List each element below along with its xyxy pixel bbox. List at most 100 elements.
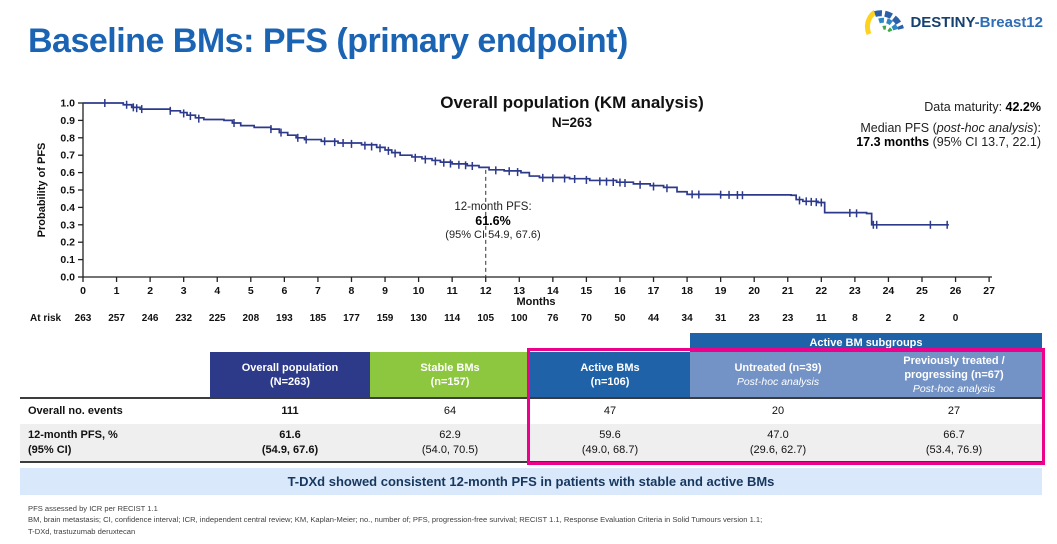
pfs-ci: (54.9, 67.6) xyxy=(261,443,319,456)
pfs-ci: (53.4, 76.9) xyxy=(925,443,983,456)
chart-title: Overall population (KM analysis) xyxy=(440,93,704,112)
svg-text:76: 76 xyxy=(547,313,559,324)
col-header-subtitle: (N=263) xyxy=(269,375,311,388)
takeaway-banner: T-DXd showed consistent 12-month PFS in … xyxy=(20,468,1042,495)
footnotes: PFS assessed by ICR per RECIST 1.1 BM, b… xyxy=(28,503,1033,537)
svg-text:26: 26 xyxy=(950,285,962,297)
svg-text:0.6: 0.6 xyxy=(60,167,75,179)
svg-text:10: 10 xyxy=(413,285,425,297)
cell-pfs-prev-treated: 66.7 (53.4, 76.9) xyxy=(866,428,1042,457)
svg-text:6: 6 xyxy=(281,285,287,297)
svg-text:114: 114 xyxy=(444,313,461,324)
svg-text:9: 9 xyxy=(382,285,388,297)
footnote-line: BM, brain metastasis; CI, confidence int… xyxy=(28,515,763,525)
twelve-month-pfs-annotation: 12-month PFS: 61.6% (95% CI 54.9, 67.6) xyxy=(408,201,578,241)
svg-text:0.1: 0.1 xyxy=(60,254,75,266)
logo-brand: DESTINY xyxy=(910,14,975,31)
svg-text:18: 18 xyxy=(681,285,693,297)
svg-text:At risk: At risk xyxy=(30,313,62,324)
svg-text:0.7: 0.7 xyxy=(60,150,75,162)
svg-text:0.9: 0.9 xyxy=(60,115,75,127)
annotation-ci: (95% CI 54.9, 67.6) xyxy=(445,229,541,241)
chart-n-label: N=263 xyxy=(551,115,593,130)
chart-title-block: Overall population (KM analysis) N=263 xyxy=(342,93,802,130)
cell-pfs-overall: 61.6 (54.9, 67.6) xyxy=(210,428,370,457)
svg-text:0.3: 0.3 xyxy=(60,219,75,231)
table-top-rule xyxy=(20,397,1042,399)
svg-text:25: 25 xyxy=(916,285,928,297)
svg-text:23: 23 xyxy=(782,313,794,324)
svg-text:Probability of PFS: Probability of PFS xyxy=(36,143,48,238)
svg-text:8: 8 xyxy=(349,285,355,297)
svg-text:17: 17 xyxy=(648,285,660,297)
svg-text:15: 15 xyxy=(581,285,593,297)
median-label-post: ): xyxy=(1033,121,1041,135)
svg-text:11: 11 xyxy=(816,313,827,324)
col-header-title: Previously treated / progressing (n=67) xyxy=(903,355,1005,381)
annotation-label: 12-month PFS: xyxy=(454,201,532,213)
data-maturity-label: Data maturity: xyxy=(924,100,1006,114)
svg-text:23: 23 xyxy=(749,313,761,324)
pfs-value: 59.6 xyxy=(599,429,621,442)
pfs-value: 62.9 xyxy=(439,429,461,442)
svg-text:34: 34 xyxy=(682,313,694,324)
svg-text:22: 22 xyxy=(815,285,827,297)
svg-text:11: 11 xyxy=(447,285,458,297)
median-value-bold: 17.3 months xyxy=(856,135,930,149)
svg-text:177: 177 xyxy=(343,313,360,324)
svg-text:0.5: 0.5 xyxy=(60,185,75,197)
col-header-active-bms: Active BMs (n=106) xyxy=(530,352,690,399)
svg-text:0.2: 0.2 xyxy=(60,237,75,249)
svg-text:1: 1 xyxy=(114,285,120,297)
svg-text:257: 257 xyxy=(108,313,125,324)
cell-pfs-active: 59.6 (49.0, 68.7) xyxy=(530,428,690,457)
svg-text:2: 2 xyxy=(919,313,925,324)
cell-pfs-untreated: 47.0 (29.6, 62.7) xyxy=(690,428,866,457)
svg-text:20: 20 xyxy=(748,285,760,297)
table-row-12mo-pfs: 12-month PFS, % (95% CI) 61.6 (54.9, 67.… xyxy=(20,424,1042,461)
row-label-line1: 12-month PFS, % xyxy=(28,429,118,442)
svg-text:185: 185 xyxy=(310,313,327,324)
svg-text:12: 12 xyxy=(480,285,492,297)
cell-events-stable: 64 xyxy=(443,405,457,418)
col-header-title: Active BMs xyxy=(580,361,640,374)
col-header-subtitle: (n=106) xyxy=(590,375,630,388)
annotation-value: 61.6% xyxy=(475,214,511,228)
pfs-ci: (29.6, 62.7) xyxy=(749,443,807,456)
cell-events-active: 47 xyxy=(603,405,617,418)
cell-events-untreated: 20 xyxy=(771,405,785,418)
svg-text:225: 225 xyxy=(209,313,226,324)
col-header-title: Stable BMs xyxy=(420,361,480,374)
pfs-ci: (49.0, 68.7) xyxy=(581,443,639,456)
svg-text:105: 105 xyxy=(477,313,494,324)
svg-text:8: 8 xyxy=(852,313,858,324)
logo-trial: -Breast12 xyxy=(974,14,1043,31)
table-bottom-rule xyxy=(20,461,1042,463)
svg-text:7: 7 xyxy=(315,285,321,297)
svg-text:50: 50 xyxy=(614,313,626,324)
svg-text:130: 130 xyxy=(410,313,427,324)
page-title: Baseline BMs: PFS (primary endpoint) xyxy=(28,22,628,60)
cell-events-prev-treated: 27 xyxy=(947,405,961,418)
svg-text:0.0: 0.0 xyxy=(60,272,75,284)
footnote-line: PFS assessed by ICR per RECIST 1.1 xyxy=(28,504,158,513)
svg-text:21: 21 xyxy=(782,285,794,297)
svg-text:31: 31 xyxy=(715,313,727,324)
logo-text: DESTINY-Breast12 xyxy=(910,14,1043,31)
svg-text:2: 2 xyxy=(147,285,153,297)
svg-text:24: 24 xyxy=(883,285,895,297)
cell-events-overall: 111 xyxy=(281,405,299,418)
row-label: Overall no. events xyxy=(28,405,123,418)
svg-text:3: 3 xyxy=(181,285,187,297)
row-label: 12-month PFS, % (95% CI) xyxy=(20,428,210,457)
svg-text:19: 19 xyxy=(715,285,727,297)
col-header-note: Post-hoc analysis xyxy=(912,382,996,395)
pfs-ci: (54.0, 70.5) xyxy=(421,443,479,456)
svg-text:232: 232 xyxy=(175,313,192,324)
svg-text:100: 100 xyxy=(511,313,528,324)
svg-text:2: 2 xyxy=(886,313,892,324)
svg-text:0.4: 0.4 xyxy=(60,202,75,214)
footnote-line: T-DXd, trastuzumab deruxtecan xyxy=(28,526,136,536)
active-bm-subgroups-banner: Active BM subgroups xyxy=(690,333,1042,352)
